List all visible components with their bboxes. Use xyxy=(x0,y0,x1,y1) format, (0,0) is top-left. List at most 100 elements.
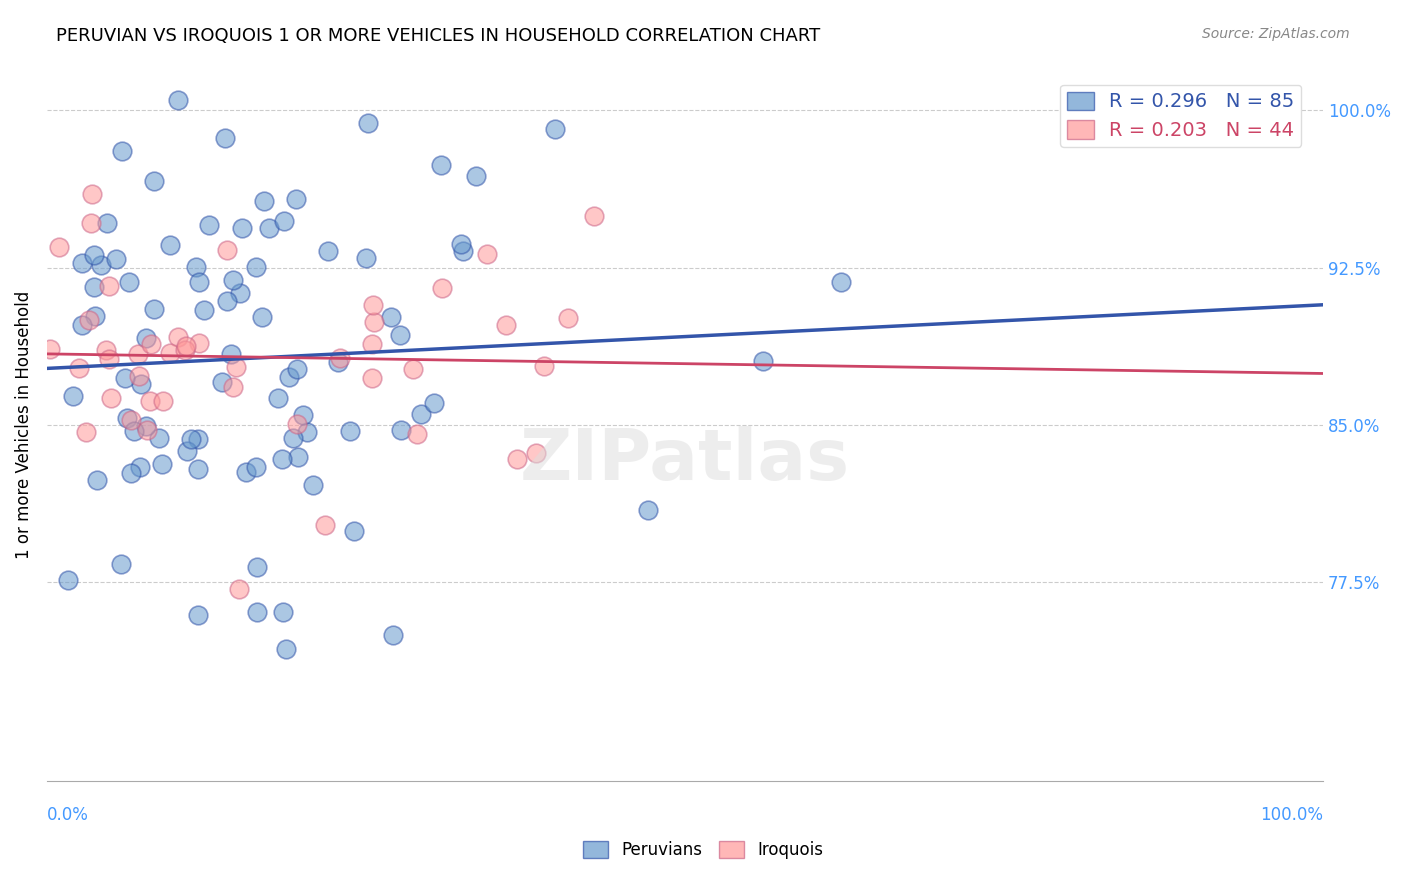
Point xyxy=(184,260,207,275)
Point xyxy=(339,424,361,438)
Point xyxy=(357,116,380,130)
Point xyxy=(271,606,294,620)
Point xyxy=(235,465,257,479)
Point xyxy=(430,158,453,172)
Point xyxy=(291,408,314,422)
Point xyxy=(544,122,567,136)
Point xyxy=(343,524,366,539)
Point xyxy=(193,303,215,318)
Point xyxy=(225,359,247,374)
Point xyxy=(100,392,122,406)
Point xyxy=(231,221,253,235)
Point xyxy=(250,310,273,324)
Point xyxy=(150,458,173,472)
Point xyxy=(122,424,145,438)
Point xyxy=(285,362,308,376)
Point xyxy=(174,339,197,353)
Point xyxy=(110,557,132,571)
Point xyxy=(361,371,384,385)
Point xyxy=(219,346,242,360)
Point xyxy=(257,220,280,235)
Point xyxy=(167,93,190,107)
Point xyxy=(187,275,209,289)
Point xyxy=(180,432,202,446)
Point xyxy=(274,641,297,656)
Point xyxy=(287,450,309,464)
Point xyxy=(285,417,308,431)
Point xyxy=(246,605,269,619)
Point xyxy=(222,273,245,287)
Point xyxy=(477,247,499,261)
Point xyxy=(245,460,267,475)
Point xyxy=(389,423,412,437)
Point xyxy=(118,275,141,289)
Point xyxy=(135,424,157,438)
Point xyxy=(450,237,472,252)
Point xyxy=(252,194,274,208)
Point xyxy=(187,462,209,476)
Legend: R = 0.296   N = 85, R = 0.203   N = 44: R = 0.296 N = 85, R = 0.203 N = 44 xyxy=(1060,85,1302,147)
Point xyxy=(176,444,198,458)
Legend: Peruvians, Iroquois: Peruvians, Iroquois xyxy=(576,834,830,866)
Point xyxy=(215,243,238,257)
Y-axis label: 1 or more Vehicles in Household: 1 or more Vehicles in Household xyxy=(15,291,32,559)
Point xyxy=(83,247,105,261)
Point xyxy=(159,238,181,252)
Point xyxy=(96,216,118,230)
Point xyxy=(97,278,120,293)
Point xyxy=(381,628,404,642)
Point xyxy=(187,433,209,447)
Point xyxy=(402,361,425,376)
Point xyxy=(67,361,90,376)
Point xyxy=(495,318,517,332)
Point xyxy=(267,391,290,405)
Point xyxy=(86,473,108,487)
Point xyxy=(110,144,132,158)
Point xyxy=(148,431,170,445)
Point xyxy=(295,425,318,439)
Point xyxy=(127,347,149,361)
Point xyxy=(104,252,127,267)
Point xyxy=(637,502,659,516)
Point xyxy=(751,354,773,368)
Point xyxy=(129,459,152,474)
Point xyxy=(451,244,474,259)
Point xyxy=(284,193,307,207)
Point xyxy=(139,336,162,351)
Point xyxy=(75,425,97,439)
Point xyxy=(246,559,269,574)
Point xyxy=(84,309,107,323)
Point xyxy=(405,427,427,442)
Point xyxy=(326,355,349,369)
Point xyxy=(533,359,555,373)
Point xyxy=(159,346,181,360)
Point xyxy=(115,411,138,425)
Point xyxy=(273,213,295,227)
Point xyxy=(90,258,112,272)
Point xyxy=(129,377,152,392)
Point xyxy=(120,466,142,480)
Point xyxy=(281,432,304,446)
Point xyxy=(215,293,238,308)
Point xyxy=(245,260,267,275)
Point xyxy=(83,280,105,294)
Point xyxy=(79,216,101,230)
Point xyxy=(361,337,384,351)
Point xyxy=(187,335,209,350)
Point xyxy=(135,331,157,345)
Point xyxy=(174,343,197,358)
Point xyxy=(135,418,157,433)
Text: 0.0%: 0.0% xyxy=(46,806,89,824)
Text: Source: ZipAtlas.com: Source: ZipAtlas.com xyxy=(1202,27,1350,41)
Point xyxy=(70,255,93,269)
Point xyxy=(152,393,174,408)
Point xyxy=(167,330,190,344)
Point xyxy=(56,573,79,587)
Point xyxy=(62,389,84,403)
Point xyxy=(96,343,118,358)
Point xyxy=(361,298,384,312)
Point xyxy=(430,281,453,295)
Point xyxy=(318,244,340,258)
Point xyxy=(120,413,142,427)
Point xyxy=(143,302,166,317)
